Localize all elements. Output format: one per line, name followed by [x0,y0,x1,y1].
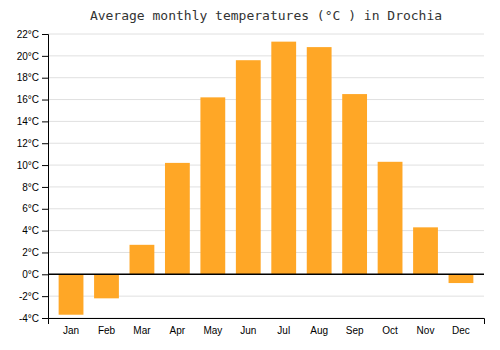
bar [378,162,403,275]
y-tick: 4°C [22,225,48,236]
chart: -4°C -2°C 0°C 2°C 4°C 6°C 8°C 10°C 12°C 14°C 16°C 1… [0,0,500,350]
x-tick-label: Mar [133,325,151,336]
y-tick-mark [42,209,48,210]
y-tick: -2°C [19,291,48,302]
y-tick-mark [42,318,48,319]
y-tick: 6°C [22,203,48,214]
y-tick-mark [42,187,48,188]
y-tick-mark [42,34,48,35]
y-tick-label: 16°C [17,94,39,105]
x-tick-label: Jun [240,325,256,336]
baseline [48,274,484,276]
y-tick-label: 2°C [22,247,39,258]
y-tick: 16°C [17,94,48,105]
y-tick-mark [42,274,48,275]
bars [48,42,484,315]
y-tick: 18°C [17,72,48,83]
y-tick-mark [42,296,48,297]
grid-line [48,274,484,275]
y-tick-label: 18°C [17,72,39,83]
grid-line [48,186,484,187]
grid-line [48,208,484,209]
grid-line [48,77,484,78]
y-tick-mark [42,78,48,79]
x-tick: Sep [346,325,364,336]
x-tick: Oct [382,325,398,336]
x-tick: May [203,325,222,336]
y-tick-mark [42,56,48,57]
x-tick: Dec [452,325,470,336]
x-tick-label: May [203,325,222,336]
x-tick-label: Jan [63,325,79,336]
y-tick-mark [42,165,48,166]
x-tick-label: Dec [452,325,470,336]
x-tick-label: Nov [417,325,435,336]
y-tick-label: 22°C [17,29,39,40]
bar [94,274,119,298]
y-tick: 12°C [17,138,48,149]
grid-line [48,55,484,56]
y-tick-mark [42,143,48,144]
x-tick: Feb [98,325,116,336]
y-tick: 10°C [17,160,48,171]
x-tick-label: Oct [382,325,398,336]
y-tick: -4°C [19,313,48,324]
grid-line [48,165,484,166]
y-tick-label: -4°C [19,313,39,324]
y-tick-label: 20°C [17,51,39,62]
grid-line [48,143,484,144]
y-tick-mark [42,252,48,253]
bar [59,274,84,314]
bar [165,163,190,274]
y-axis: -4°C -2°C 0°C 2°C 4°C 6°C 8°C 10°C 12°C 14°C 16°C 1… [17,29,49,324]
grid-line [48,121,484,122]
grid-line [48,99,484,100]
y-tick: 8°C [22,182,48,193]
x-tick: Jun [240,325,256,336]
x-tick-label: Sep [346,325,364,336]
y-tick-mark [42,231,48,232]
x-tick: Aug [310,325,328,336]
bar [413,227,438,274]
y-tick: 20°C [17,51,48,62]
y-tick-mark [42,100,48,101]
x-tick: Jul [277,325,290,336]
grid-line [48,34,484,35]
y-tick-label: 6°C [22,203,39,214]
bar [200,97,225,274]
title: Average monthly temperatures (°C ) in Dr… [90,8,442,23]
x-tick: Nov [417,325,435,336]
x-tick-label: Feb [98,325,116,336]
grid [48,34,484,318]
x-tick-label: Jul [277,325,290,336]
bar [342,94,367,274]
y-tick-label: 14°C [17,116,39,127]
x-tick-label: Apr [170,325,186,336]
bar [449,274,474,283]
plot-area: -4°C -2°C 0°C 2°C 4°C 6°C 8°C 10°C 12°C 14°C 16°C 1… [17,29,485,336]
x-tick-label: Aug [310,325,328,336]
y-tick-label: 0°C [22,269,39,280]
y-axis-line [42,35,49,319]
bar [271,42,296,275]
y-tick-label: 8°C [22,182,39,193]
x-tick: Mar [133,325,151,336]
bar [236,60,261,274]
y-tick: 14°C [17,116,48,127]
y-tick: 0°C [22,269,48,280]
y-tick-label: 4°C [22,225,39,236]
y-tick-label: -2°C [19,291,39,302]
y-tick-mark [42,121,48,122]
bar [130,245,155,274]
x-tick: Jan [63,325,79,336]
y-tick-label: 10°C [17,160,39,171]
x-axis-line [49,319,485,325]
x-axis: Jan Feb Mar Apr May Jun Jul Aug Sep Oct Nov Dec [49,319,485,337]
y-tick-label: 12°C [17,138,39,149]
y-tick: 22°C [17,29,48,40]
x-tick: Apr [170,325,186,336]
y-tick: 2°C [22,247,48,258]
bar [307,47,332,274]
